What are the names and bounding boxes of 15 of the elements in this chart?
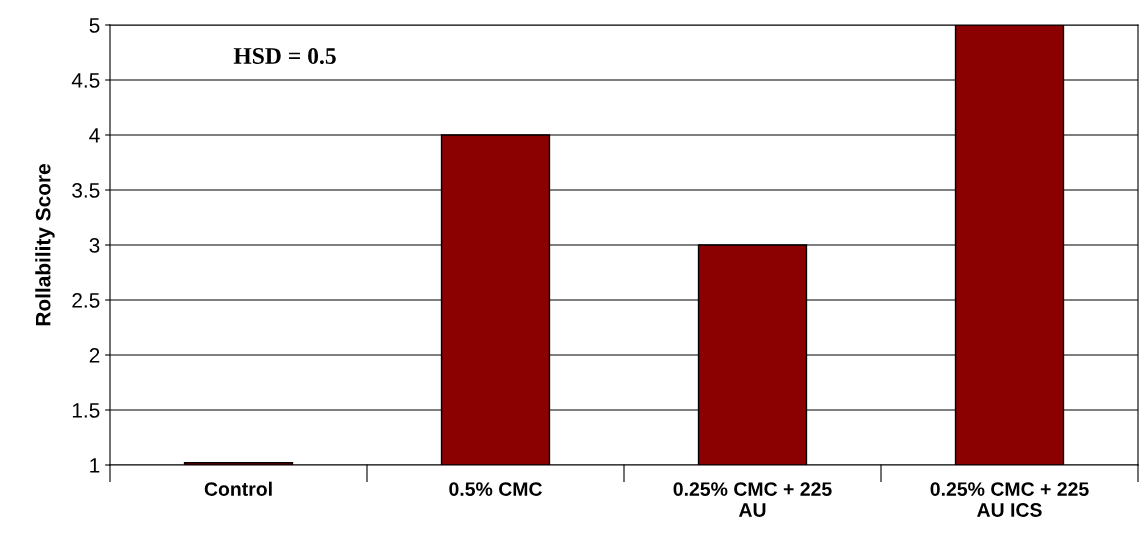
x-tick-label: Control [204, 481, 272, 496]
x-tick-label: 0.25% CMC + 225 AU ICS [930, 482, 1089, 517]
y-tick-label: 4.5 [71, 73, 100, 88]
x-tick-label: 0.5% CMC [449, 482, 542, 496]
x-tick-label: 0.25% CMC + 225 AU [673, 482, 832, 517]
y-tick-label: 2 [89, 348, 100, 363]
y-tick-label: 5 [89, 18, 100, 33]
y-tick-label: 3.5 [72, 183, 100, 198]
y-tick-label: 4 [89, 128, 100, 143]
y-tick-label: 1 [90, 458, 100, 473]
y-axis-title: Rollability Score [35, 164, 55, 326]
y-tick-label: 2.5 [72, 293, 100, 308]
y-tick-label: 1.5 [72, 403, 100, 418]
annotation: HSD = 0.5 [233, 47, 336, 65]
y-tick-label: 3 [89, 238, 100, 253]
